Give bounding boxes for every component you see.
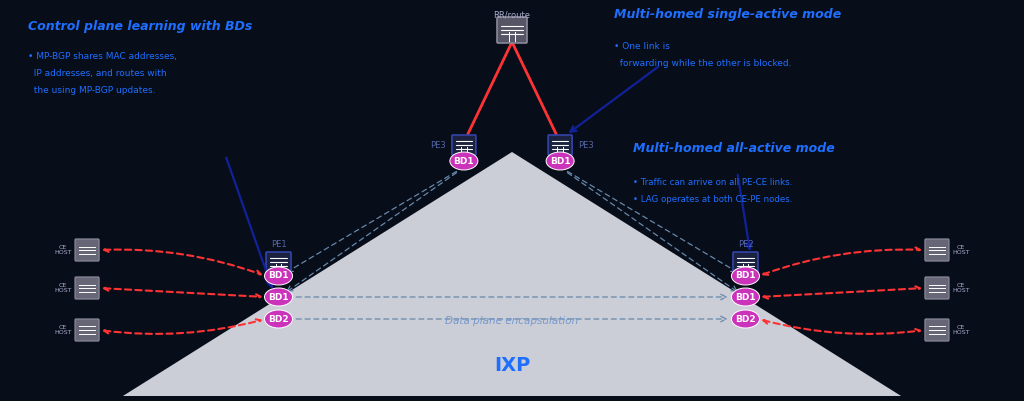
Text: CE
HOST: CE HOST: [952, 324, 970, 335]
Text: CE
HOST: CE HOST: [54, 283, 72, 294]
Ellipse shape: [450, 152, 478, 170]
FancyBboxPatch shape: [925, 239, 949, 261]
Ellipse shape: [731, 288, 760, 306]
Polygon shape: [123, 152, 901, 396]
Text: Multi-homed all-active mode: Multi-homed all-active mode: [633, 142, 835, 155]
Text: BD2: BD2: [735, 314, 756, 324]
Text: • LAG operates at both CE-PE nodes.: • LAG operates at both CE-PE nodes.: [633, 195, 793, 204]
Text: RR/route: RR/route: [494, 10, 530, 19]
Text: • One link is: • One link is: [614, 42, 671, 51]
FancyBboxPatch shape: [452, 135, 476, 155]
Ellipse shape: [731, 310, 760, 328]
Text: PE3: PE3: [579, 140, 594, 150]
Text: BD1: BD1: [550, 156, 570, 166]
Text: PE2: PE2: [737, 240, 754, 249]
Text: • Traffic can arrive on all PE-CE links.: • Traffic can arrive on all PE-CE links.: [633, 178, 793, 187]
Text: Data plane encapsulation: Data plane encapsulation: [445, 316, 579, 326]
FancyBboxPatch shape: [548, 135, 572, 155]
Text: BD2: BD2: [268, 314, 289, 324]
Text: BD1: BD1: [735, 271, 756, 281]
Ellipse shape: [731, 267, 760, 285]
FancyBboxPatch shape: [75, 239, 99, 261]
Text: CE
HOST: CE HOST: [952, 283, 970, 294]
Text: BD1: BD1: [454, 156, 474, 166]
Text: CE
HOST: CE HOST: [952, 245, 970, 255]
FancyBboxPatch shape: [497, 17, 527, 43]
Ellipse shape: [264, 267, 293, 285]
FancyBboxPatch shape: [75, 319, 99, 341]
Text: CE
HOST: CE HOST: [54, 324, 72, 335]
FancyBboxPatch shape: [266, 252, 291, 272]
Text: Control plane learning with BDs: Control plane learning with BDs: [28, 20, 252, 33]
Text: PE3: PE3: [430, 140, 445, 150]
FancyBboxPatch shape: [75, 277, 99, 299]
Text: BD1: BD1: [268, 271, 289, 281]
Text: CE
HOST: CE HOST: [54, 245, 72, 255]
Text: IP addresses, and routes with: IP addresses, and routes with: [28, 69, 167, 78]
Text: • MP-BGP shares MAC addresses,: • MP-BGP shares MAC addresses,: [28, 52, 177, 61]
FancyBboxPatch shape: [925, 277, 949, 299]
Ellipse shape: [264, 288, 293, 306]
Text: PE1: PE1: [270, 240, 287, 249]
Text: the using MP-BGP updates.: the using MP-BGP updates.: [28, 86, 156, 95]
Text: forwarding while the other is blocked.: forwarding while the other is blocked.: [614, 59, 792, 68]
Text: BD1: BD1: [268, 292, 289, 302]
Text: BD1: BD1: [735, 292, 756, 302]
Ellipse shape: [264, 310, 293, 328]
Ellipse shape: [546, 152, 574, 170]
Text: Multi-homed single-active mode: Multi-homed single-active mode: [614, 8, 842, 21]
FancyBboxPatch shape: [925, 319, 949, 341]
Text: IXP: IXP: [494, 356, 530, 375]
FancyBboxPatch shape: [733, 252, 758, 272]
